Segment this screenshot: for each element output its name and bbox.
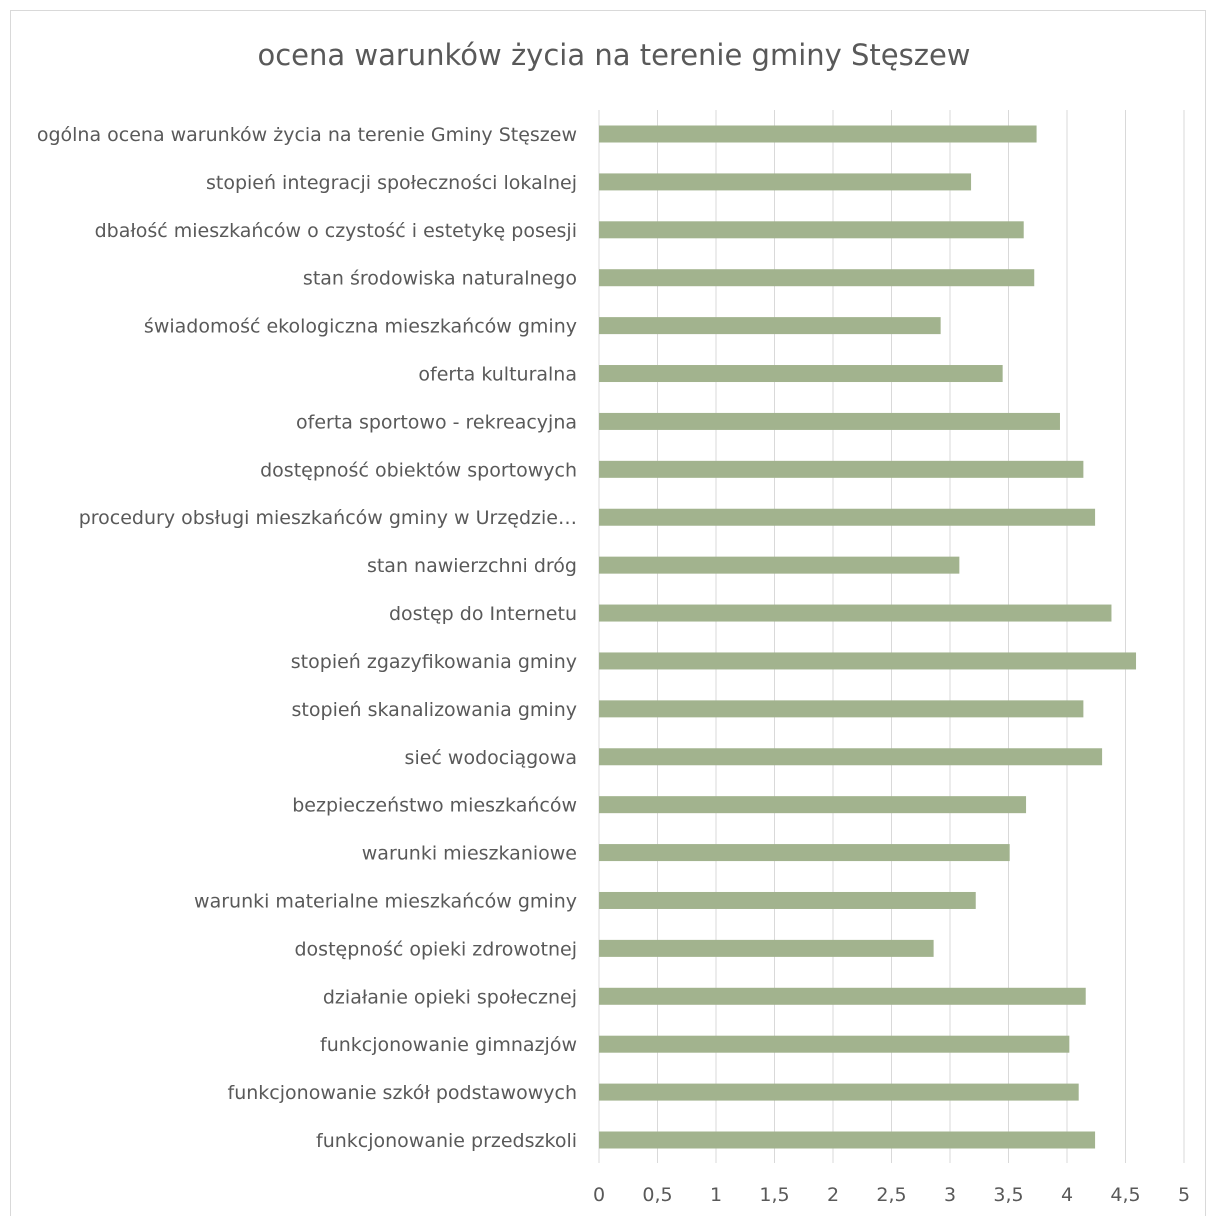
- category-label: dostęp do Internetu: [389, 603, 577, 625]
- x-tick-label: 3: [944, 1184, 956, 1206]
- bar: [599, 508, 1096, 526]
- bar: [599, 939, 934, 957]
- bar: [599, 125, 1037, 143]
- x-tick-label: 0: [593, 1184, 605, 1206]
- bar: [599, 173, 972, 191]
- bar: [599, 987, 1086, 1005]
- x-tick-label: 0,5: [642, 1184, 672, 1206]
- category-label: funkcjonowanie gimnazjów: [320, 1034, 577, 1056]
- x-tick-label: 1: [710, 1184, 722, 1206]
- category-label: procedury obsługi mieszkańców gminy w Ur…: [79, 507, 577, 529]
- bar: [599, 412, 1060, 430]
- bar: [599, 700, 1084, 718]
- category-label: świadomość ekologiczna mieszkańców gminy: [144, 316, 577, 338]
- bar: [599, 652, 1137, 670]
- category-label: dbałość mieszkańców o czystość i estetyk…: [95, 220, 577, 242]
- x-tick-label: 4: [1061, 1184, 1073, 1206]
- category-label: stopień zgazyfikowania gminy: [291, 651, 577, 673]
- bar: [599, 365, 1003, 383]
- bar: [599, 1083, 1079, 1101]
- bar: [599, 269, 1035, 287]
- category-label: funkcjonowanie szkół podstawowych: [228, 1082, 577, 1104]
- category-label: ogólna ocena warunków życia na terenie G…: [37, 124, 577, 146]
- bar: [599, 604, 1112, 622]
- bar: [599, 221, 1024, 239]
- x-tick-label: 5: [1178, 1184, 1190, 1206]
- category-label: sieć wodociągowa: [405, 747, 577, 769]
- category-label: stan środowiska naturalnego: [303, 268, 577, 290]
- category-label: bezpieczeństwo mieszkańców: [292, 795, 577, 817]
- category-label: stan nawierzchni dróg: [367, 555, 577, 577]
- category-label: funkcjonowanie przedszkoli: [316, 1130, 577, 1152]
- x-tick-label: 1,5: [759, 1184, 789, 1206]
- bar: [599, 317, 941, 335]
- category-label: oferta kulturalna: [418, 364, 577, 386]
- bar: [599, 556, 960, 574]
- category-label: warunki mieszkaniowe: [362, 843, 577, 865]
- x-tick-label: 3,5: [993, 1184, 1023, 1206]
- chart-title: ocena warunków życia na terenie gminy St…: [257, 38, 971, 72]
- x-tick-label: 4,5: [1110, 1184, 1140, 1206]
- category-label: warunki materialne mieszkańców gminy: [194, 890, 577, 912]
- category-label: oferta sportowo - rekreacyjna: [296, 411, 577, 433]
- category-label: dostępność opieki zdrowotnej: [295, 938, 578, 960]
- bar: [599, 844, 1010, 862]
- x-tick-label: 2,5: [876, 1184, 906, 1206]
- category-label: stopień integracji społeczności lokalnej: [206, 172, 577, 194]
- category-label: działanie opieki społecznej: [323, 986, 577, 1008]
- category-label: stopień skanalizowania gminy: [292, 699, 577, 721]
- category-label: dostępność obiektów sportowych: [260, 459, 577, 481]
- bar: [599, 1131, 1096, 1149]
- bar: [599, 1035, 1070, 1053]
- bar: [599, 796, 1027, 814]
- bar: [599, 748, 1103, 766]
- bar: [599, 891, 976, 909]
- bar: [599, 460, 1084, 478]
- x-tick-label: 2: [827, 1184, 839, 1206]
